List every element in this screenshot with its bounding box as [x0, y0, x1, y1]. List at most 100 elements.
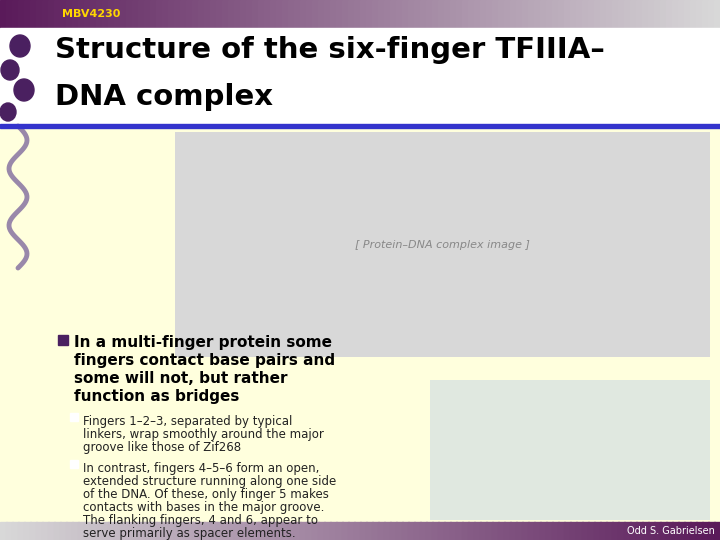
Bar [246, 0, 253, 28]
Bar [12, 522, 19, 540]
Bar [42, 0, 49, 28]
Bar [96, 522, 103, 540]
Bar [174, 0, 181, 28]
Text: [ Protein–DNA complex image ]: [ Protein–DNA complex image ] [355, 240, 530, 249]
Bar [12, 0, 19, 28]
Bar [192, 522, 199, 540]
Bar [540, 522, 547, 540]
Bar [210, 522, 217, 540]
Text: contacts with bases in the major groove.: contacts with bases in the major groove. [83, 501, 325, 514]
Bar [60, 0, 67, 28]
Bar [642, 522, 649, 540]
Bar [372, 0, 379, 28]
Bar [18, 0, 25, 28]
Bar [354, 522, 361, 540]
Bar [0, 0, 7, 28]
Bar [430, 380, 710, 520]
Bar [282, 522, 289, 540]
Bar [150, 0, 157, 28]
Bar [168, 522, 175, 540]
Bar [684, 522, 691, 540]
Bar [684, 0, 691, 28]
Bar [282, 0, 289, 28]
Bar [366, 522, 373, 540]
Bar [624, 522, 631, 540]
Bar [570, 0, 577, 28]
Bar [84, 522, 91, 540]
Bar [36, 522, 43, 540]
Bar [162, 0, 169, 28]
Bar [594, 0, 601, 28]
Bar [66, 522, 73, 540]
Bar [90, 0, 97, 28]
Bar [636, 0, 643, 28]
Bar [294, 0, 301, 28]
Bar [228, 522, 235, 540]
Bar [624, 0, 631, 28]
Bar [384, 0, 391, 28]
Bar [54, 0, 61, 28]
Ellipse shape [14, 79, 34, 101]
Bar [246, 522, 253, 540]
Text: In contrast, fingers 4–5–6 form an open,: In contrast, fingers 4–5–6 form an open, [83, 462, 320, 475]
Bar [348, 0, 355, 28]
Bar [600, 522, 607, 540]
Bar [696, 0, 703, 28]
Bar [156, 522, 163, 540]
Bar [420, 522, 427, 540]
Bar [330, 522, 337, 540]
Bar [258, 0, 265, 28]
Bar [42, 522, 49, 540]
Bar [654, 0, 661, 28]
Bar [552, 0, 559, 28]
Bar [438, 0, 445, 28]
Text: In a multi-finger protein some: In a multi-finger protein some [74, 335, 332, 350]
Text: Odd S. Gabrielsen: Odd S. Gabrielsen [627, 526, 715, 536]
Bar [192, 0, 199, 28]
Bar [492, 0, 499, 28]
Bar [600, 0, 607, 28]
Text: Structure of the six-finger TFIIIA–: Structure of the six-finger TFIIIA– [55, 36, 605, 64]
Bar [324, 0, 331, 28]
Bar [534, 0, 541, 28]
Bar [564, 0, 571, 28]
Bar [504, 0, 511, 28]
Bar [342, 0, 349, 28]
Bar [138, 0, 145, 28]
Bar [564, 522, 571, 540]
Bar [18, 522, 25, 540]
Ellipse shape [1, 60, 19, 80]
Bar [702, 522, 709, 540]
Bar [270, 0, 277, 28]
Bar [144, 0, 151, 28]
Bar [132, 522, 139, 540]
Bar [234, 0, 241, 28]
Bar [210, 0, 217, 28]
Bar [432, 522, 439, 540]
Bar [714, 522, 720, 540]
Bar [198, 0, 205, 28]
Bar [354, 0, 361, 28]
Bar [480, 522, 487, 540]
Bar [396, 522, 403, 540]
Bar [0, 128, 720, 522]
Text: extended structure running along one side: extended structure running along one sid… [83, 475, 336, 488]
Bar [156, 0, 163, 28]
Bar [408, 522, 415, 540]
Bar [234, 522, 241, 540]
Bar [108, 0, 115, 28]
Bar [606, 522, 613, 540]
Bar [144, 522, 151, 540]
Bar [582, 522, 589, 540]
Bar [204, 522, 211, 540]
Bar [70, 413, 78, 421]
Bar [24, 522, 31, 540]
Bar [114, 522, 121, 540]
Bar [312, 0, 319, 28]
Bar [498, 0, 505, 28]
Bar [450, 0, 457, 28]
Bar [660, 522, 667, 540]
Text: serve primarily as spacer elements.: serve primarily as spacer elements. [83, 527, 296, 540]
Bar [288, 522, 295, 540]
Bar [240, 522, 247, 540]
